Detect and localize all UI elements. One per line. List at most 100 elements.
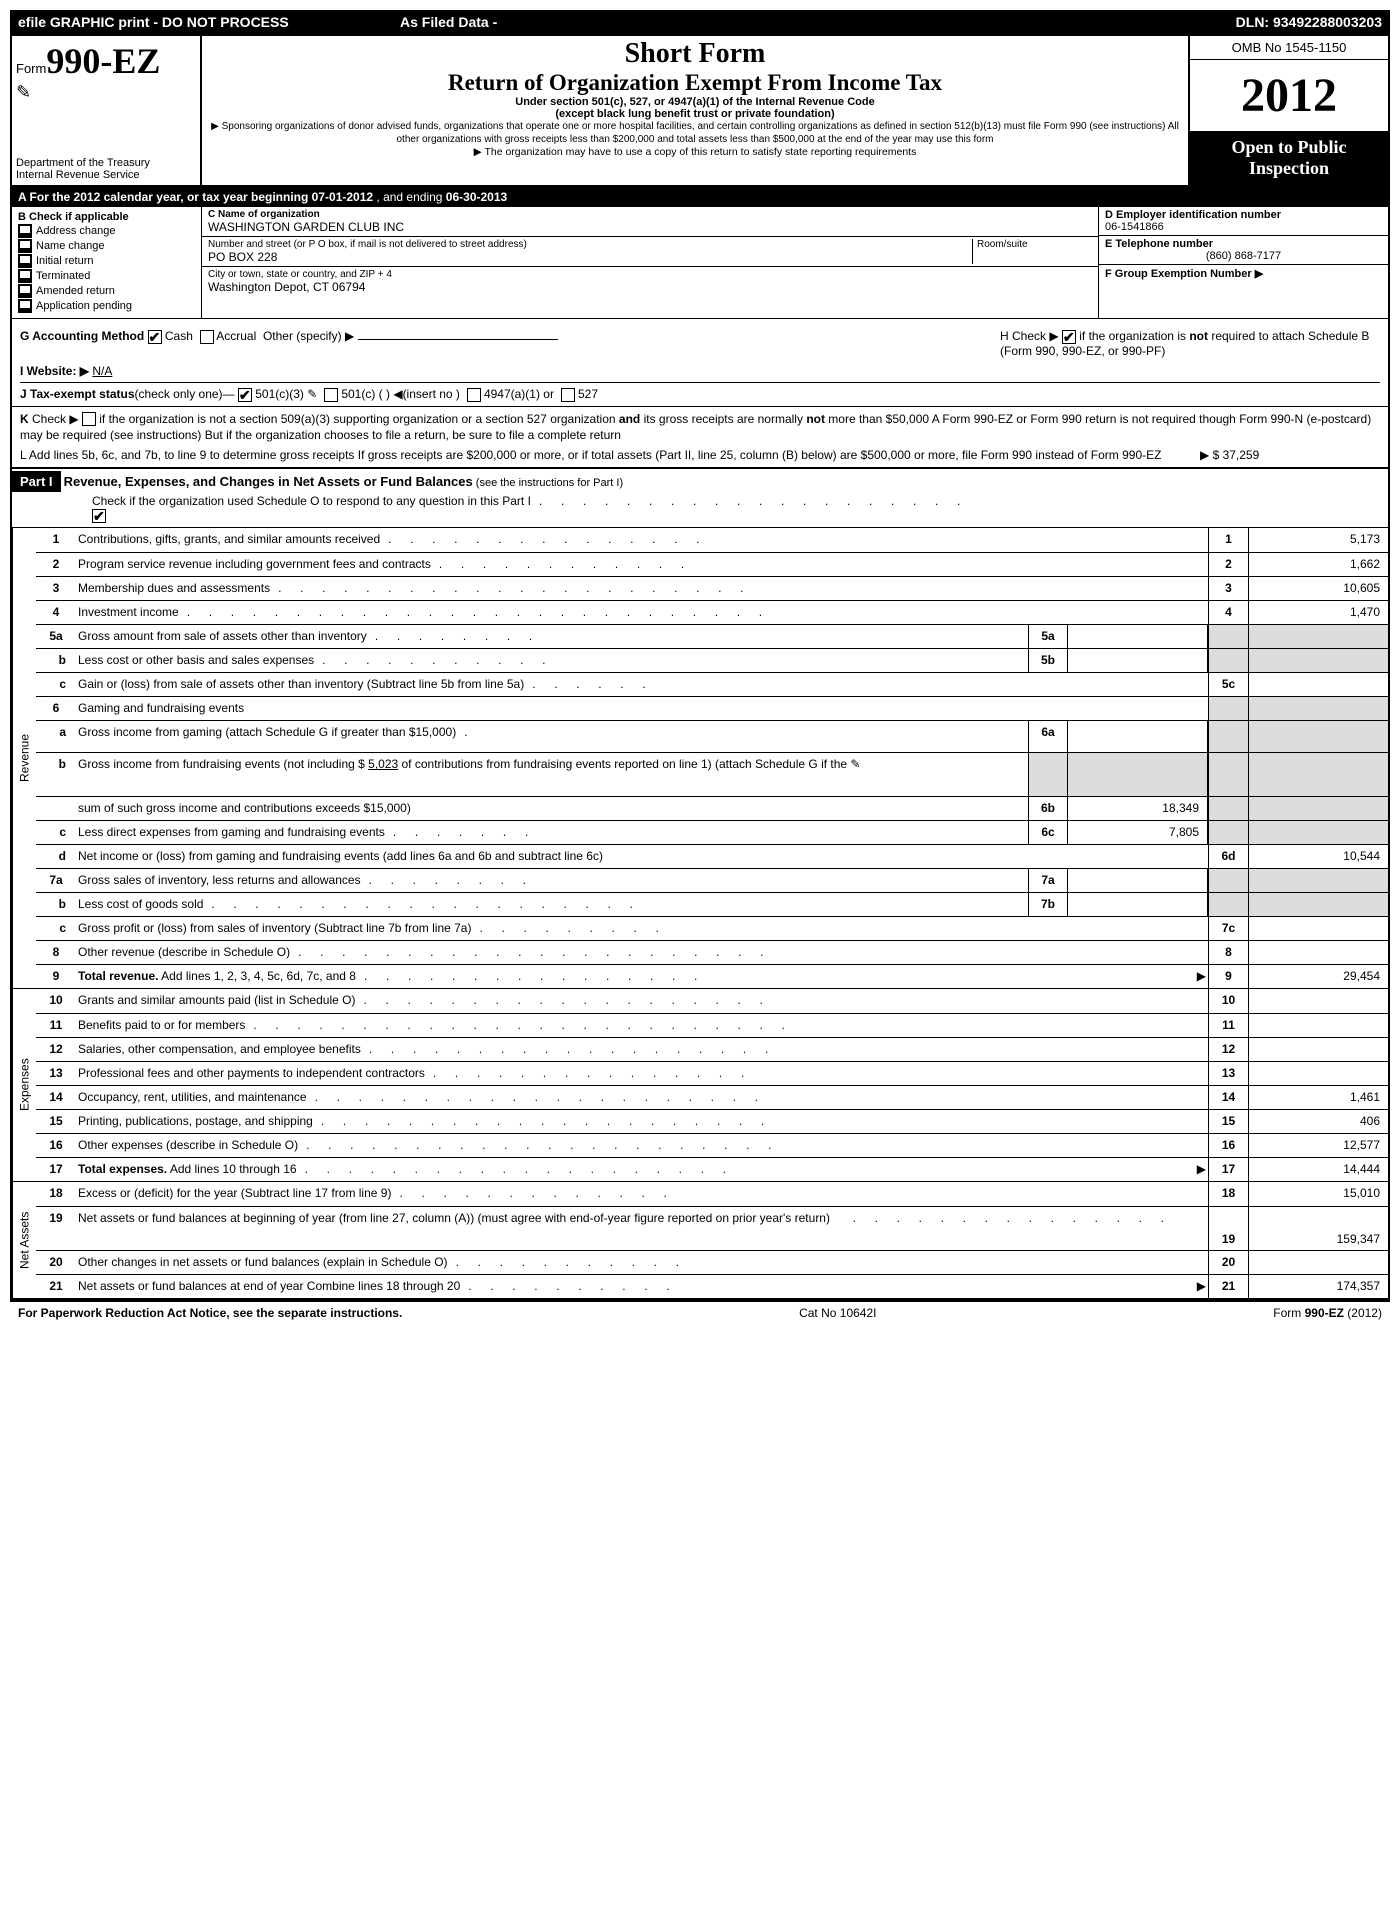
chk-cash[interactable] — [148, 330, 162, 344]
ln: 15 — [36, 1110, 76, 1133]
ll: Total expenses. Add lines 10 through 16.… — [76, 1158, 1208, 1181]
rv-shaded — [1248, 893, 1388, 916]
chk-name-change[interactable]: Name change — [18, 239, 195, 253]
ln: 6 — [36, 697, 76, 720]
lt: Net assets or fund balances at end of ye… — [78, 1279, 460, 1293]
tel-cell: E Telephone number (860) 868-7177 — [1099, 236, 1388, 265]
ln: 12 — [36, 1038, 76, 1061]
l-amount: ▶ $ 37,259 — [1200, 447, 1380, 463]
dots: . . . . . . . . . . . . . . . . . . . . — [211, 897, 1026, 911]
rv — [1248, 1251, 1388, 1274]
ein-label: D Employer identification number — [1105, 209, 1281, 221]
open-public: Open to Public Inspection — [1190, 131, 1388, 185]
h-text3: (Form 990, 990-EZ, or 990-PF) — [1000, 344, 1165, 358]
chk-k[interactable] — [82, 412, 96, 426]
sidebar-netassets: Net Assets — [12, 1182, 36, 1298]
footer-left: For Paperwork Reduction Act Notice, see … — [18, 1306, 402, 1320]
chk-amended[interactable]: Amended return — [18, 284, 195, 298]
lt: Contributions, gifts, grants, and simila… — [78, 532, 380, 546]
contrib-val: 5,023 — [368, 757, 398, 771]
dots: . . . . . . . . . . . . . . . — [388, 532, 1206, 546]
chk-accrual[interactable] — [200, 330, 214, 344]
lt2: of contributions from fundraising events… — [398, 757, 847, 771]
dept2: Internal Revenue Service — [16, 169, 196, 181]
lt1: Gross income from fundraising events (no… — [78, 757, 368, 771]
chk-address-change[interactable]: Address change — [18, 224, 195, 238]
lt: Net income or (loss) from gaming and fun… — [78, 849, 603, 863]
header-right: OMB No 1545-1150 2012 Open to Public Ins… — [1188, 36, 1388, 185]
chk-application-pending[interactable]: Application pending — [18, 299, 195, 313]
chk-terminated[interactable]: Terminated — [18, 269, 195, 283]
rn: 19 — [1208, 1207, 1248, 1250]
rv: 159,347 — [1248, 1207, 1388, 1250]
header-mid: Short Form Return of Organization Exempt… — [202, 36, 1188, 185]
chk-501c3[interactable] — [238, 388, 252, 402]
street-label: Number and street (or P O box, if mail i… — [208, 239, 972, 250]
rv-shaded — [1248, 721, 1388, 752]
topbar: efile GRAPHIC print - DO NOT PROCESS As … — [10, 10, 1390, 34]
j-501c3: 501(c)(3) — [255, 387, 304, 401]
rn-shaded — [1208, 893, 1248, 916]
chk-label: Initial return — [36, 255, 93, 267]
line-gh: G Accounting Method Cash Accrual Other (… — [20, 329, 1380, 358]
chk-4947[interactable] — [467, 388, 481, 402]
chk-label: Name change — [36, 240, 105, 252]
ll: Gross profit or (loss) from sales of inv… — [76, 917, 1208, 940]
l-text: L Add lines 5b, 6c, and 7b, to line 9 to… — [20, 447, 1200, 463]
fr-prefix: Form — [1273, 1306, 1304, 1320]
group-exemption-cell: F Group Exemption Number ▶ — [1099, 265, 1388, 318]
tax-year: 2012 — [1190, 60, 1388, 131]
title-return: Return of Organization Exempt From Incom… — [208, 70, 1182, 96]
form-page: efile GRAPHIC print - DO NOT PROCESS As … — [0, 0, 1400, 1334]
lt: Grants and similar amounts paid (list in… — [78, 993, 355, 1007]
g-label: G Accounting Method — [20, 329, 148, 343]
efile-icon: ✎ — [16, 82, 196, 103]
dots: . . . . . . . . . . . . . . . . . . . . … — [253, 1018, 1206, 1032]
rv-shaded — [1248, 797, 1388, 820]
lt: Less cost of goods sold — [78, 897, 203, 911]
expenses-section: Expenses 10Grants and similar amounts pa… — [12, 988, 1388, 1181]
ll: Gaming and fundraising events — [76, 697, 1208, 720]
in: 7b — [1028, 893, 1068, 916]
dots: . . . . . . . . . . . . . . . . . . . . — [305, 1162, 1197, 1176]
rn: 12 — [1208, 1038, 1248, 1061]
dots: . . . . . . . . . . . — [322, 653, 1026, 667]
rn-shaded — [1208, 869, 1248, 892]
rn-shaded — [1208, 797, 1248, 820]
ln: 5a — [36, 625, 76, 648]
ein-val: 06-1541866 — [1105, 221, 1164, 233]
arrow-icon: ▶ — [1197, 969, 1206, 983]
rn: 3 — [1208, 577, 1248, 600]
ln: 8 — [36, 941, 76, 964]
lt: Gaming and fundraising events — [78, 701, 244, 715]
chk-initial-return[interactable]: Initial return — [18, 254, 195, 268]
chk-h[interactable] — [1062, 330, 1076, 344]
checkbox-icon — [18, 224, 32, 238]
chk-part1[interactable] — [92, 509, 106, 523]
dots: . . . . . . . . . . . . . . . . . . . . … — [321, 1114, 1206, 1128]
ln: b — [36, 649, 76, 672]
rn: 21 — [1208, 1275, 1248, 1298]
chk-label: Amended return — [36, 285, 115, 297]
lt: Printing, publications, postage, and shi… — [78, 1114, 313, 1128]
section-ghij: G Accounting Method Cash Accrual Other (… — [12, 319, 1388, 406]
in: 5a — [1028, 625, 1068, 648]
rv: 14,444 — [1248, 1158, 1388, 1181]
tax-year-begin: 07-01-2012 — [312, 190, 373, 204]
ln: 20 — [36, 1251, 76, 1274]
dots: . . . . . . . . — [369, 873, 1026, 887]
rn-shaded — [1208, 753, 1248, 796]
g-other-blank[interactable] — [358, 339, 558, 340]
lt: Total revenue. Add lines 1, 2, 3, 4, 5c,… — [78, 969, 356, 983]
chk-501c[interactable] — [324, 388, 338, 402]
ll: Gross amount from sale of assets other t… — [76, 625, 1028, 648]
lt: Gross sales of inventory, less returns a… — [78, 873, 361, 887]
g-other: Other (specify) ▶ — [263, 329, 354, 343]
ll: Total revenue. Add lines 1, 2, 3, 4, 5c,… — [76, 965, 1208, 988]
part1-check-row: Check if the organization used Schedule … — [12, 492, 1388, 525]
part1-title: Revenue, Expenses, and Changes in Net As… — [64, 474, 473, 489]
rv — [1248, 1014, 1388, 1037]
ln: 10 — [36, 989, 76, 1013]
chk-527[interactable] — [561, 388, 575, 402]
lt: Excess or (deficit) for the year (Subtra… — [78, 1186, 391, 1200]
